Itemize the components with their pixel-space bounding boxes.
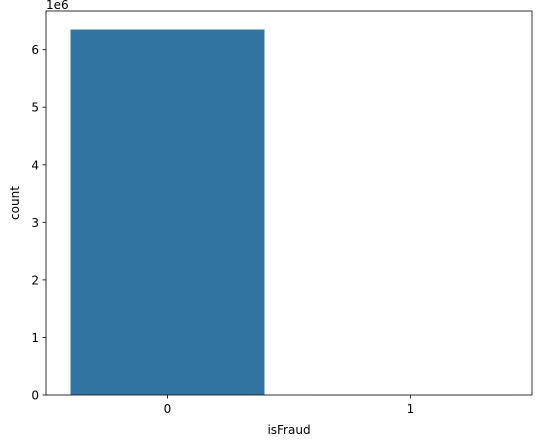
y-axis-ticks: 0 1 2 3 4 5 6	[31, 43, 46, 403]
y-tick-label: 0	[31, 389, 39, 403]
y-tick-label: 5	[31, 101, 39, 115]
y-tick-label: 6	[31, 43, 39, 57]
y-axis-label: count	[8, 186, 22, 220]
plot-frame	[45, 10, 533, 396]
y-tick-label: 2	[31, 273, 39, 287]
x-tick-label: 1	[407, 402, 415, 416]
bar-0	[70, 29, 265, 396]
bars-group	[70, 29, 508, 396]
x-tick-label: 0	[164, 402, 172, 416]
y-axis-offset-label: 1e6	[46, 0, 69, 12]
y-tick-label: 1	[31, 331, 39, 345]
x-axis-label: isFraud	[267, 423, 310, 437]
y-tick-label: 4	[31, 158, 39, 172]
y-tick-label: 3	[31, 216, 39, 230]
